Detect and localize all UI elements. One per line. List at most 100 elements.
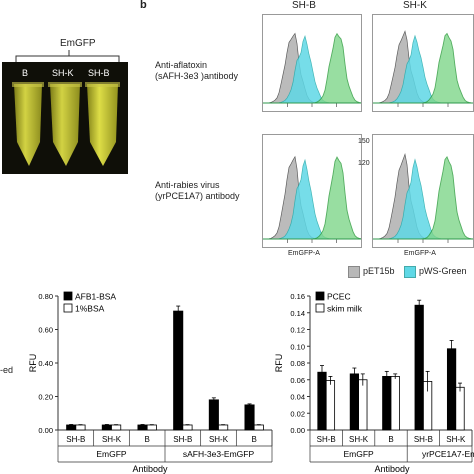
- row-label-2-line1: Anti-rabies virus: [155, 180, 220, 190]
- legend-pwsgreen-label: pWS-Green: [419, 266, 467, 276]
- bar: [182, 424, 193, 431]
- category-label: SH-B: [66, 435, 85, 444]
- tube-photo-svg: [12, 82, 120, 166]
- y-tick-label: 0.00: [290, 426, 305, 435]
- y-tick-label: 0.60: [38, 326, 53, 335]
- bar: [146, 424, 157, 431]
- tube-label-1: SH-K: [52, 68, 74, 78]
- histogram-svg: [263, 32, 361, 107]
- tube-shb: [87, 84, 118, 166]
- group-label: sAFH-3e3-EmGFP: [183, 449, 255, 459]
- row-label-1-line2: (sAFH-3e3 )antibody: [155, 71, 239, 81]
- legend-swatch: [315, 303, 325, 313]
- row-label-2-line2: (yrPCE1A7) antibody: [155, 191, 240, 201]
- panel-b-label: b: [140, 0, 147, 11]
- legend-label: skim milk: [327, 304, 363, 314]
- histogram-bottom-right: [372, 134, 474, 248]
- y-tick-label: 0.08: [290, 359, 305, 368]
- hist-sample: [263, 156, 361, 240]
- legend-swatch: [315, 291, 325, 301]
- hist-sample: [373, 32, 473, 104]
- col-header-shb: SH-B: [292, 0, 316, 11]
- legend-label: PCEC: [327, 292, 351, 302]
- tube-label-0: B: [22, 68, 29, 78]
- axis-label-right: EmGFP-A: [404, 250, 436, 257]
- legend-swatch: [63, 303, 73, 313]
- category-label: SH-K: [102, 435, 122, 444]
- row-label-1-line1: Anti-aflatoxin: [155, 60, 208, 70]
- category-label: SH-B: [414, 435, 433, 444]
- panel-a-header: EmGFP: [60, 38, 96, 49]
- bar: [66, 424, 77, 431]
- category-label: SH-K: [209, 435, 229, 444]
- group-label: EmGFP: [343, 449, 374, 459]
- bar: [111, 424, 122, 431]
- histogram-bottom-left: [262, 134, 362, 248]
- y-tick-top-right-2: 120: [358, 160, 370, 167]
- bar: [325, 380, 336, 431]
- category-label: B: [388, 435, 393, 444]
- y-tick-top-right: 150: [358, 138, 370, 145]
- bar: [382, 376, 392, 431]
- bar: [414, 304, 424, 431]
- side-fragment: -ed: [0, 365, 14, 375]
- bar: [173, 310, 184, 431]
- bar-chart-afb1: RFU 0.00 0.20 0.40 0.60 0.80 SH-B SH-K B SH-B SH-K…: [28, 291, 273, 474]
- tube-photo: B SH-K SH-B: [2, 62, 128, 174]
- legend-label: 1%BSA: [75, 304, 105, 314]
- y-tick-label: 0.20: [38, 393, 53, 402]
- panel-a-bracket: [15, 50, 120, 62]
- category-label: B: [251, 435, 256, 444]
- bar: [349, 373, 360, 431]
- legend-swatch: [63, 291, 73, 301]
- bar: [317, 371, 327, 431]
- category-label: SH-K: [446, 435, 466, 444]
- bar: [446, 348, 457, 431]
- y-axis-label: RFU: [274, 354, 284, 373]
- histogram-svg: [373, 30, 473, 107]
- bar-chart-pcec: RFU 0.00 0.02 0.04 0.06 0.08 0.10 0.12 0.14 0.16 S…: [274, 291, 474, 474]
- bar: [137, 424, 148, 431]
- hist-sample: [263, 32, 361, 104]
- col-header-shk: SH-K: [403, 0, 427, 11]
- bar: [101, 424, 112, 431]
- category-label: SH-B: [317, 435, 336, 444]
- legend-pet15b-swatch: [348, 266, 360, 278]
- y-tick-label: 0.16: [290, 292, 305, 301]
- hist-sample: [373, 156, 473, 240]
- y-axis-label: RFU: [28, 354, 38, 373]
- bar: [75, 424, 86, 431]
- x-axis-label: Antibody: [374, 464, 410, 474]
- y-tick-label: 0.02: [290, 409, 305, 418]
- y-tick-label: 0.40: [38, 359, 53, 368]
- y-tick-label: 0.10: [290, 342, 305, 351]
- tube-shk: [50, 84, 80, 166]
- x-axis-label: Antibody: [132, 464, 168, 474]
- histogram-svg: [263, 155, 361, 243]
- legend-label: AFB1-BSA: [75, 292, 116, 302]
- tube-label-2: SH-B: [88, 68, 110, 78]
- bar: [390, 376, 400, 431]
- category-label: SH-K: [349, 435, 369, 444]
- category-label: SH-B: [173, 435, 192, 444]
- bar: [455, 386, 465, 431]
- category-label: B: [144, 435, 149, 444]
- histogram-top-right: [372, 14, 474, 112]
- legend-pwsgreen-swatch: [404, 266, 416, 278]
- y-tick-label: 0.12: [290, 326, 305, 335]
- y-tick-label: 0.06: [290, 376, 305, 385]
- bar: [244, 404, 255, 431]
- group-label: EmGFP: [96, 449, 127, 459]
- y-tick-label: 0.80: [38, 292, 53, 301]
- tube-b: [14, 84, 42, 166]
- bar: [358, 379, 368, 431]
- bar: [218, 424, 229, 431]
- legend-pet15b-label: pET15b: [363, 266, 395, 276]
- y-tick-label: 0.00: [38, 426, 53, 435]
- histogram-top-left: [262, 14, 362, 112]
- group-label: yrPCE1A7-Em: [422, 449, 474, 459]
- axis-label-left: EmGFP-A: [288, 250, 320, 257]
- histogram-svg: [373, 152, 473, 243]
- bar: [208, 399, 219, 431]
- y-tick-label: 0.04: [290, 393, 305, 402]
